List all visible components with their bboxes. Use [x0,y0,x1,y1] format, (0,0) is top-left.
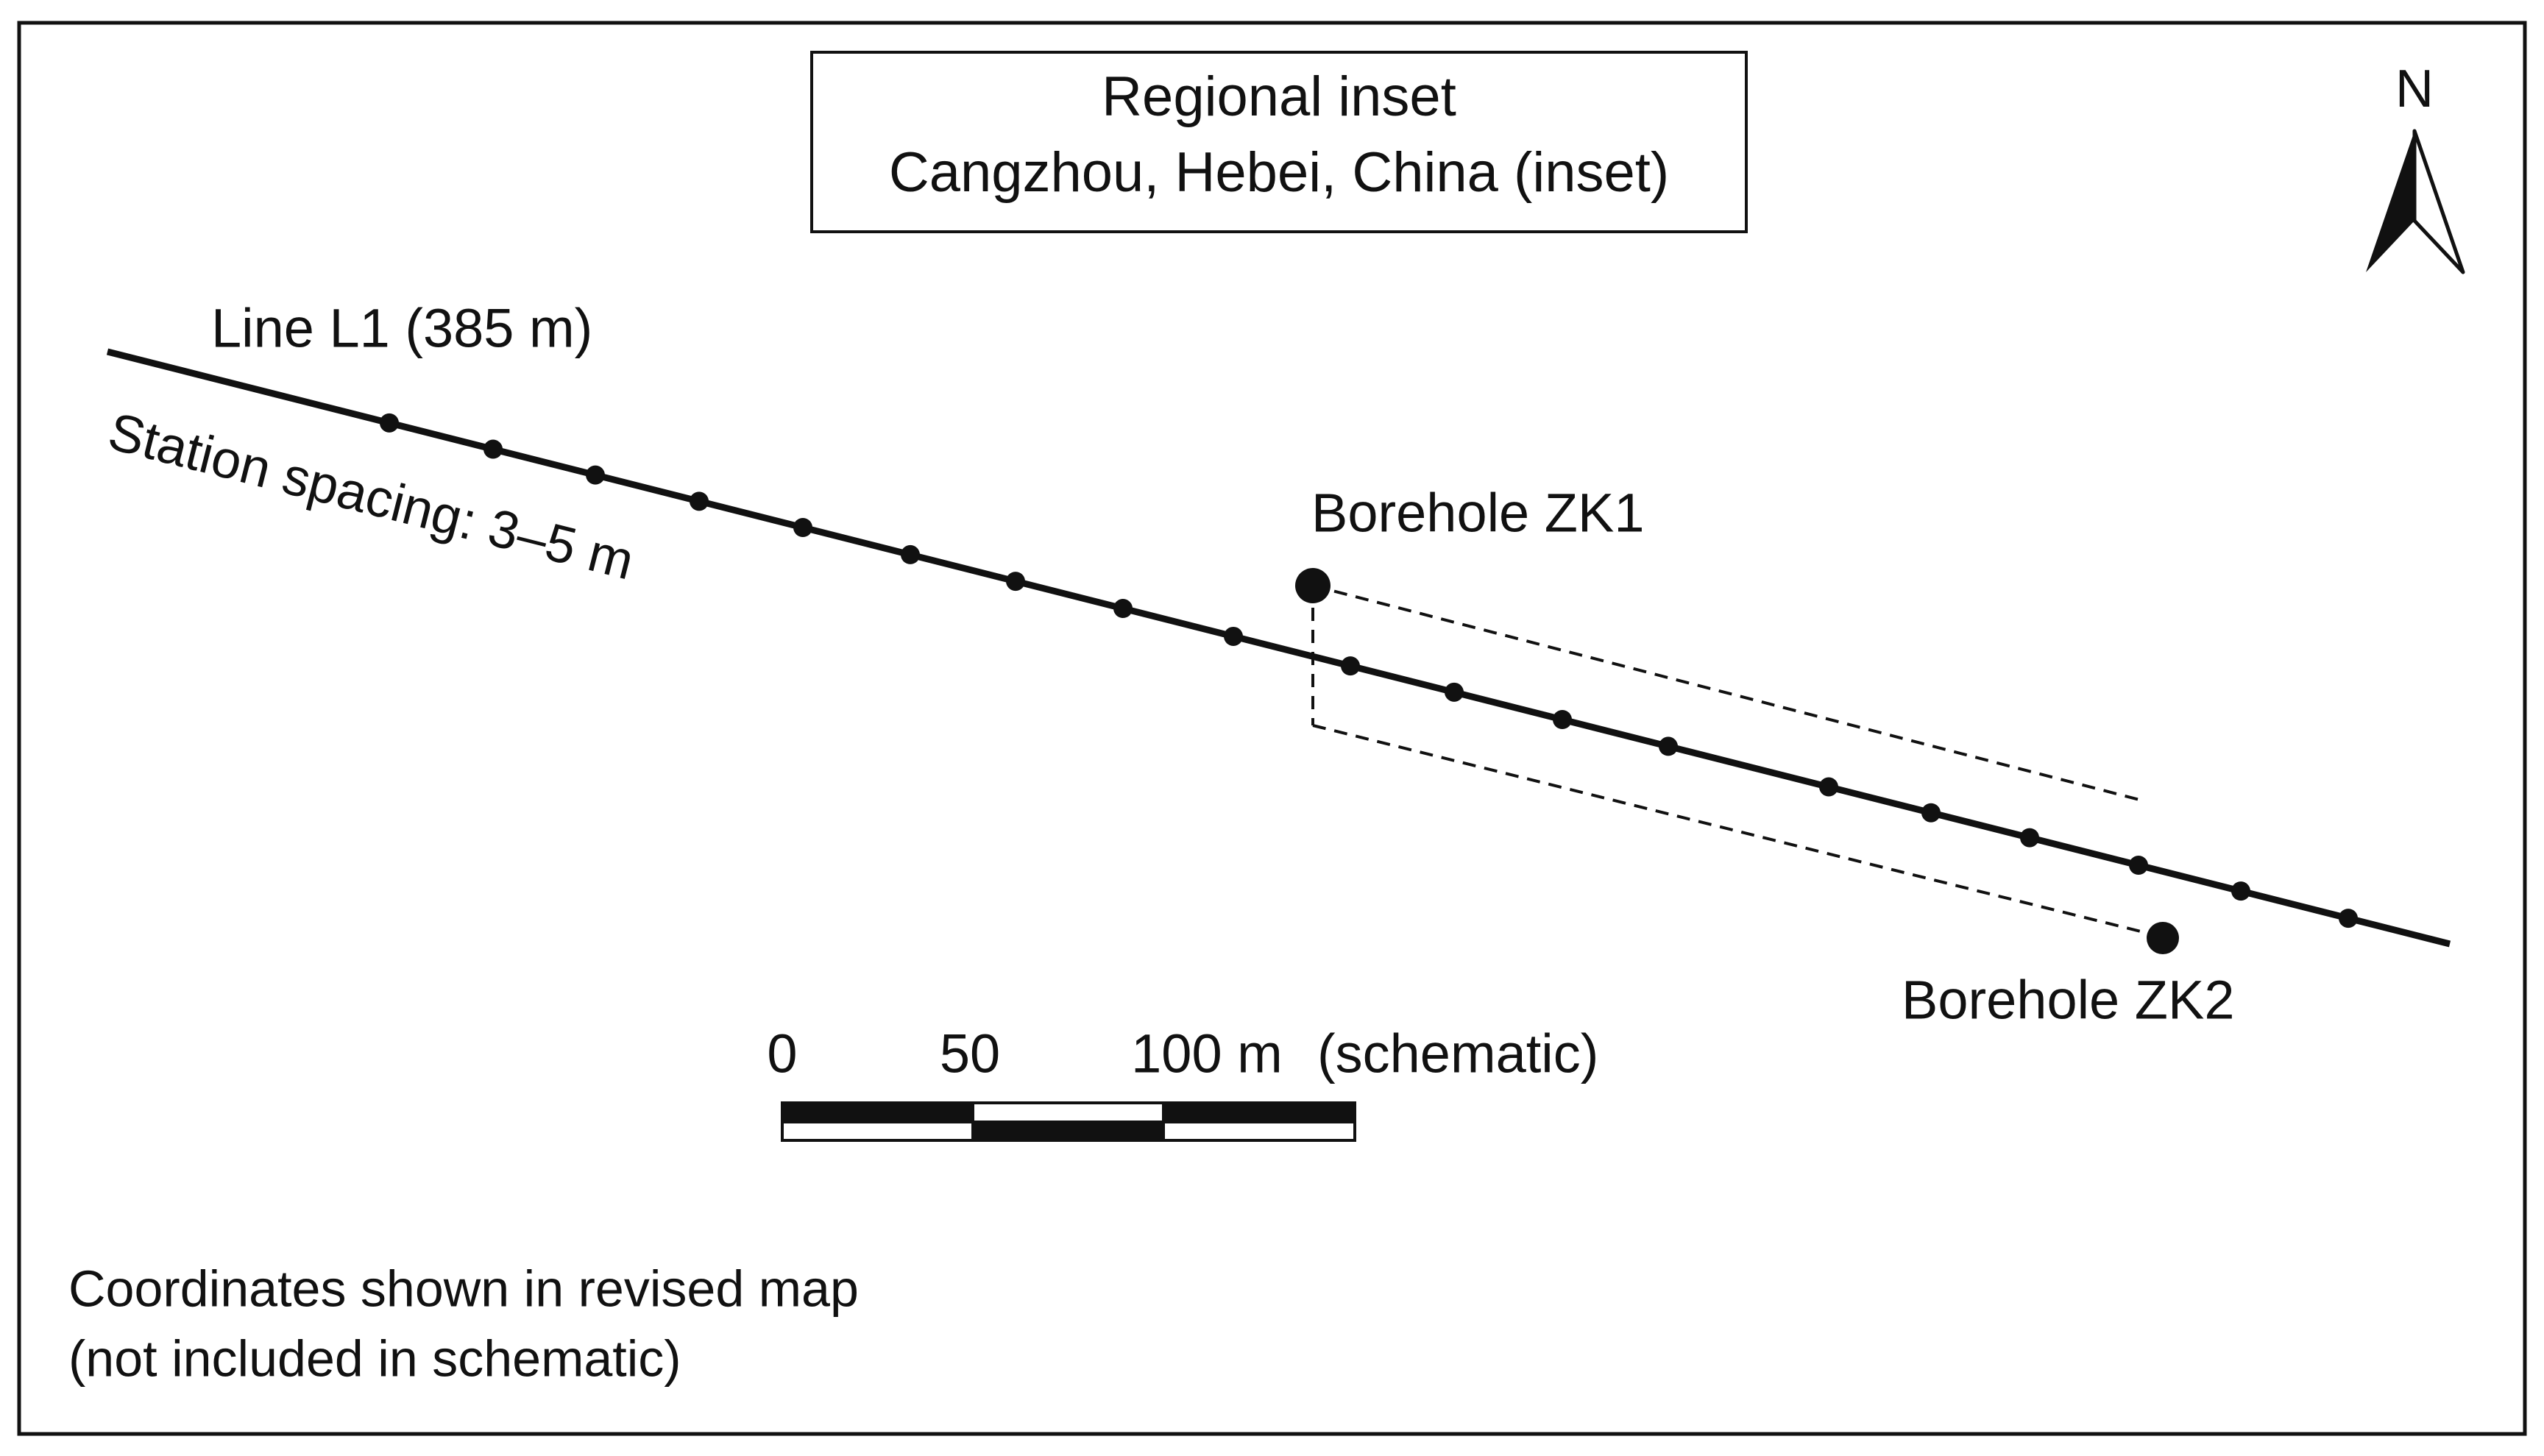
scale-note: (schematic) [1317,1023,1598,1084]
north-label: N [2395,60,2434,118]
scale-segment [971,1101,1165,1123]
footnote: (not included in schematic) [68,1329,681,1387]
station [1553,709,1572,729]
inset-title: Regional inset [1102,65,1456,128]
station [793,517,812,537]
map-frame [17,21,2527,1436]
scale-segment [1162,1101,1356,1123]
station [2231,881,2250,901]
station [2020,828,2039,848]
line-label: Line L1 (385 m) [211,298,592,359]
station [901,544,920,564]
scale-segment [781,1121,974,1142]
station [2129,856,2148,876]
station [690,491,709,511]
station [1921,803,1941,823]
corridor-edge [1312,724,2159,937]
station [1113,599,1133,619]
inset-subtitle: Cangzhou, Hebei, China (inset) [889,141,1669,204]
station [586,465,605,485]
corridor-edge [1312,584,2146,803]
scale-label: 50 [940,1023,1000,1084]
inset-box [810,51,1748,233]
scale-segment [781,1101,974,1123]
station [2339,909,2358,928]
borehole-zk2 [2147,922,2179,954]
station [1445,682,1464,702]
scale-label: 0 [767,1023,797,1084]
footnote: Coordinates shown in revised map [68,1260,859,1317]
north-arrow-right [2412,129,2465,274]
borehole-zk1 [1295,568,1331,603]
north-arrow-left [2366,131,2414,272]
station [483,439,503,459]
borehole-label: Borehole ZK2 [1902,970,2235,1031]
station [1659,736,1678,756]
station [1224,626,1243,646]
station [380,413,399,433]
station [1006,572,1025,592]
scale-bar [781,1101,1356,1142]
scale-segment [1162,1121,1356,1142]
scale-label: 100 m [1131,1023,1283,1084]
stations [380,413,2358,928]
scale-segment [971,1121,1165,1142]
station [1819,777,1838,797]
borehole-label: Borehole ZK1 [1311,483,1645,544]
borehole-corridor [1311,584,2159,937]
station [1341,656,1360,676]
